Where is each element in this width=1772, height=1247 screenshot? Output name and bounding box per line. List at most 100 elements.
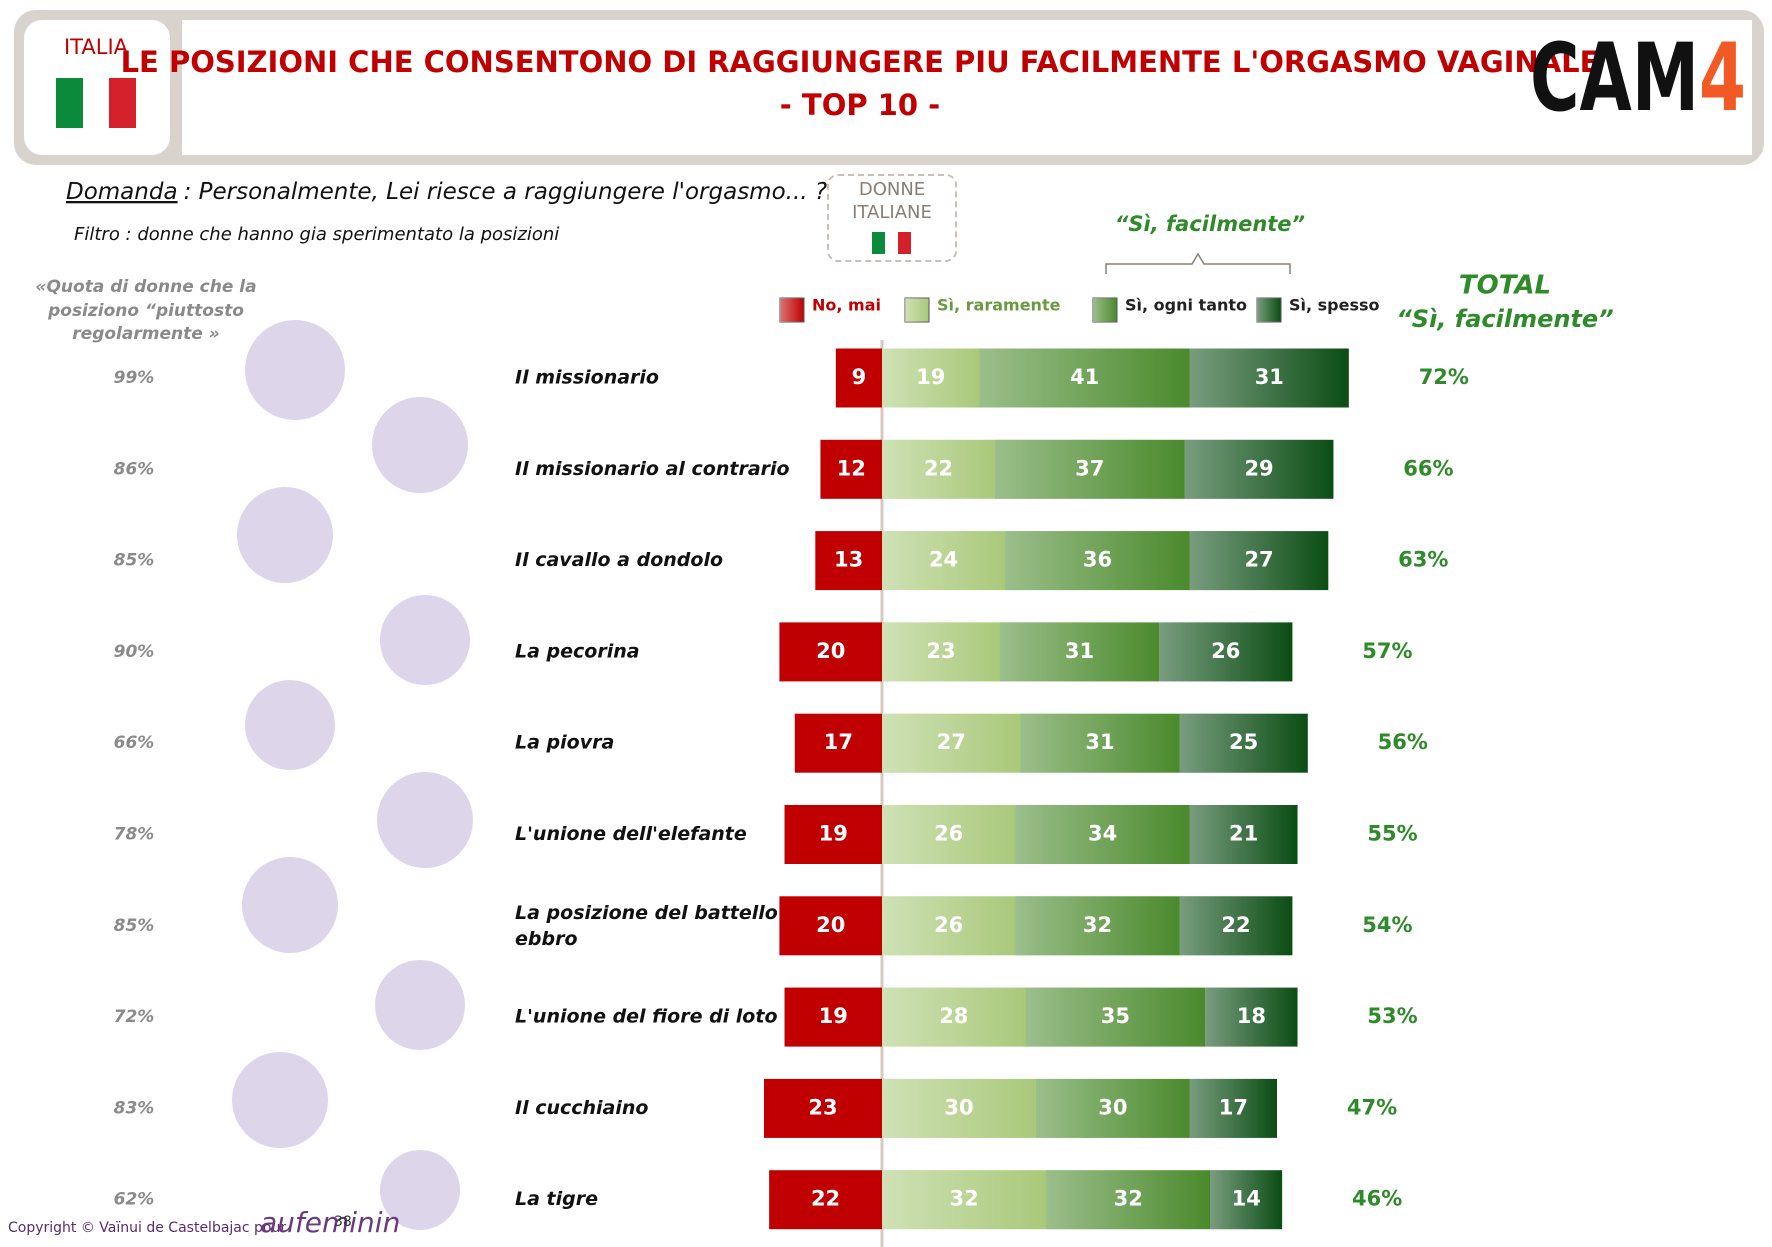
flag	[56, 78, 136, 128]
bar-value: 34	[1088, 822, 1117, 846]
page-number: 38	[334, 1214, 352, 1230]
quota-value: 83%	[114, 1098, 155, 1118]
total-value: 72%	[1419, 365, 1469, 389]
bar-shine	[882, 896, 1016, 956]
bar-segment	[784, 987, 882, 1047]
bar-value: 12	[837, 456, 866, 480]
question-label: Domanda	[66, 179, 178, 205]
bar-value: 20	[816, 913, 845, 937]
bar-value: 30	[1098, 1095, 1127, 1119]
category-label: Il missionario	[515, 367, 659, 389]
title: LE POSIZIONI CHE CONSENTONO DI RAGGIUNGE…	[121, 45, 1600, 79]
category-label: Il missionario al contrario	[515, 458, 790, 480]
bar-shine	[1035, 1078, 1190, 1138]
quota-value: 62%	[114, 1190, 155, 1210]
legend-swatch-shine	[1257, 298, 1281, 322]
quota-title: posiziono “piuttosto	[47, 301, 244, 321]
total-value: 57%	[1362, 639, 1412, 663]
total-value: 55%	[1367, 822, 1417, 846]
bar-value: 35	[1101, 1004, 1130, 1028]
quota-value: 90%	[114, 642, 155, 662]
title-box	[182, 20, 1752, 155]
bar-shine	[999, 622, 1160, 682]
bar-value: 14	[1232, 1187, 1261, 1211]
bar-shine	[1046, 1170, 1211, 1230]
bar-shine	[1179, 713, 1308, 773]
badge-text: ITALIANE	[852, 202, 932, 223]
bar-shine	[994, 439, 1185, 499]
total-value: 66%	[1403, 456, 1453, 480]
bar-value: 22	[924, 456, 953, 480]
quota-value: 72%	[114, 1007, 155, 1027]
quota-value: 78%	[114, 825, 155, 845]
badge-frame	[827, 174, 957, 262]
filter: Filtro : donne che hanno gia sperimentat…	[74, 224, 559, 245]
category-label: L'unione dell'elefante	[515, 823, 747, 845]
bar-value: 31	[1065, 639, 1094, 663]
bar-shine	[1184, 439, 1334, 499]
bar-segment	[779, 622, 882, 682]
bar-value: 32	[949, 1187, 978, 1211]
category-label: La piovra	[515, 732, 614, 754]
bar-value: 22	[1221, 913, 1250, 937]
bar-segment	[769, 1170, 882, 1230]
brand: aufeminin	[260, 1206, 400, 1239]
bar-value: 32	[1083, 913, 1112, 937]
bar-segment	[764, 1078, 882, 1138]
bar-value: 21	[1229, 822, 1258, 846]
bar-segment	[784, 805, 882, 864]
bar-value: 27	[1244, 548, 1273, 572]
bar-shine	[1189, 348, 1349, 408]
category-label: L'unione del fiore di loto	[515, 1006, 778, 1028]
bar-value: 41	[1070, 365, 1099, 389]
bar-value: 20	[816, 639, 845, 663]
legend-swatch-shine	[780, 298, 804, 322]
bar-value: 17	[1219, 1095, 1248, 1119]
legend-label: No, mai	[812, 296, 881, 315]
bar-segment	[835, 348, 882, 408]
total-value: 46%	[1352, 1187, 1402, 1211]
quota-value: 85%	[114, 551, 155, 571]
bar-shine	[1189, 1078, 1278, 1138]
bracket	[1105, 252, 1291, 274]
bar-value: 23	[808, 1095, 837, 1119]
bar-shine	[1015, 805, 1190, 864]
quota-value: 99%	[114, 368, 155, 388]
bar-value: 27	[937, 730, 966, 754]
logo-text: 4	[1699, 24, 1746, 133]
bar-value: 36	[1083, 548, 1112, 572]
category-label: La tigre	[515, 1188, 598, 1210]
bar-shine	[1005, 531, 1190, 591]
flag	[872, 232, 911, 254]
legend-swatch-shine	[905, 298, 929, 322]
total-value: 54%	[1362, 913, 1412, 937]
total-value: 53%	[1367, 1004, 1417, 1028]
bar-shine	[1025, 987, 1206, 1047]
bar-value: 30	[944, 1095, 973, 1119]
bar-value: 17	[824, 730, 853, 754]
total-title: “Sì, facilmente”	[1396, 305, 1613, 333]
bar-segment	[815, 531, 882, 591]
bar-value: 26	[1211, 639, 1240, 663]
badge-text: DONNE	[859, 179, 925, 200]
bar-shine	[1189, 531, 1329, 591]
bar-shine	[1020, 713, 1180, 773]
country: ITALIA	[64, 35, 129, 59]
bar-shine	[882, 1170, 1047, 1230]
bar-value: 18	[1237, 1004, 1266, 1028]
bar-shine	[882, 531, 1006, 591]
logo: CAM4	[1530, 24, 1746, 133]
bar-value: 25	[1229, 730, 1258, 754]
bar-segment	[794, 713, 882, 773]
bar-value: 22	[811, 1187, 840, 1211]
bar-shine	[882, 987, 1026, 1047]
bar-shine	[1015, 896, 1180, 956]
total-value: 63%	[1398, 548, 1448, 572]
quota-value: 86%	[114, 459, 155, 479]
bar-value: 19	[819, 1004, 848, 1028]
bracket-label: “Sì, facilmente”	[1115, 212, 1305, 236]
question: Domanda: Personalmente, Lei riesce a rag…	[66, 179, 827, 205]
bar-value: 26	[934, 822, 963, 846]
quota-title: «Quota di donne che la	[35, 277, 256, 297]
